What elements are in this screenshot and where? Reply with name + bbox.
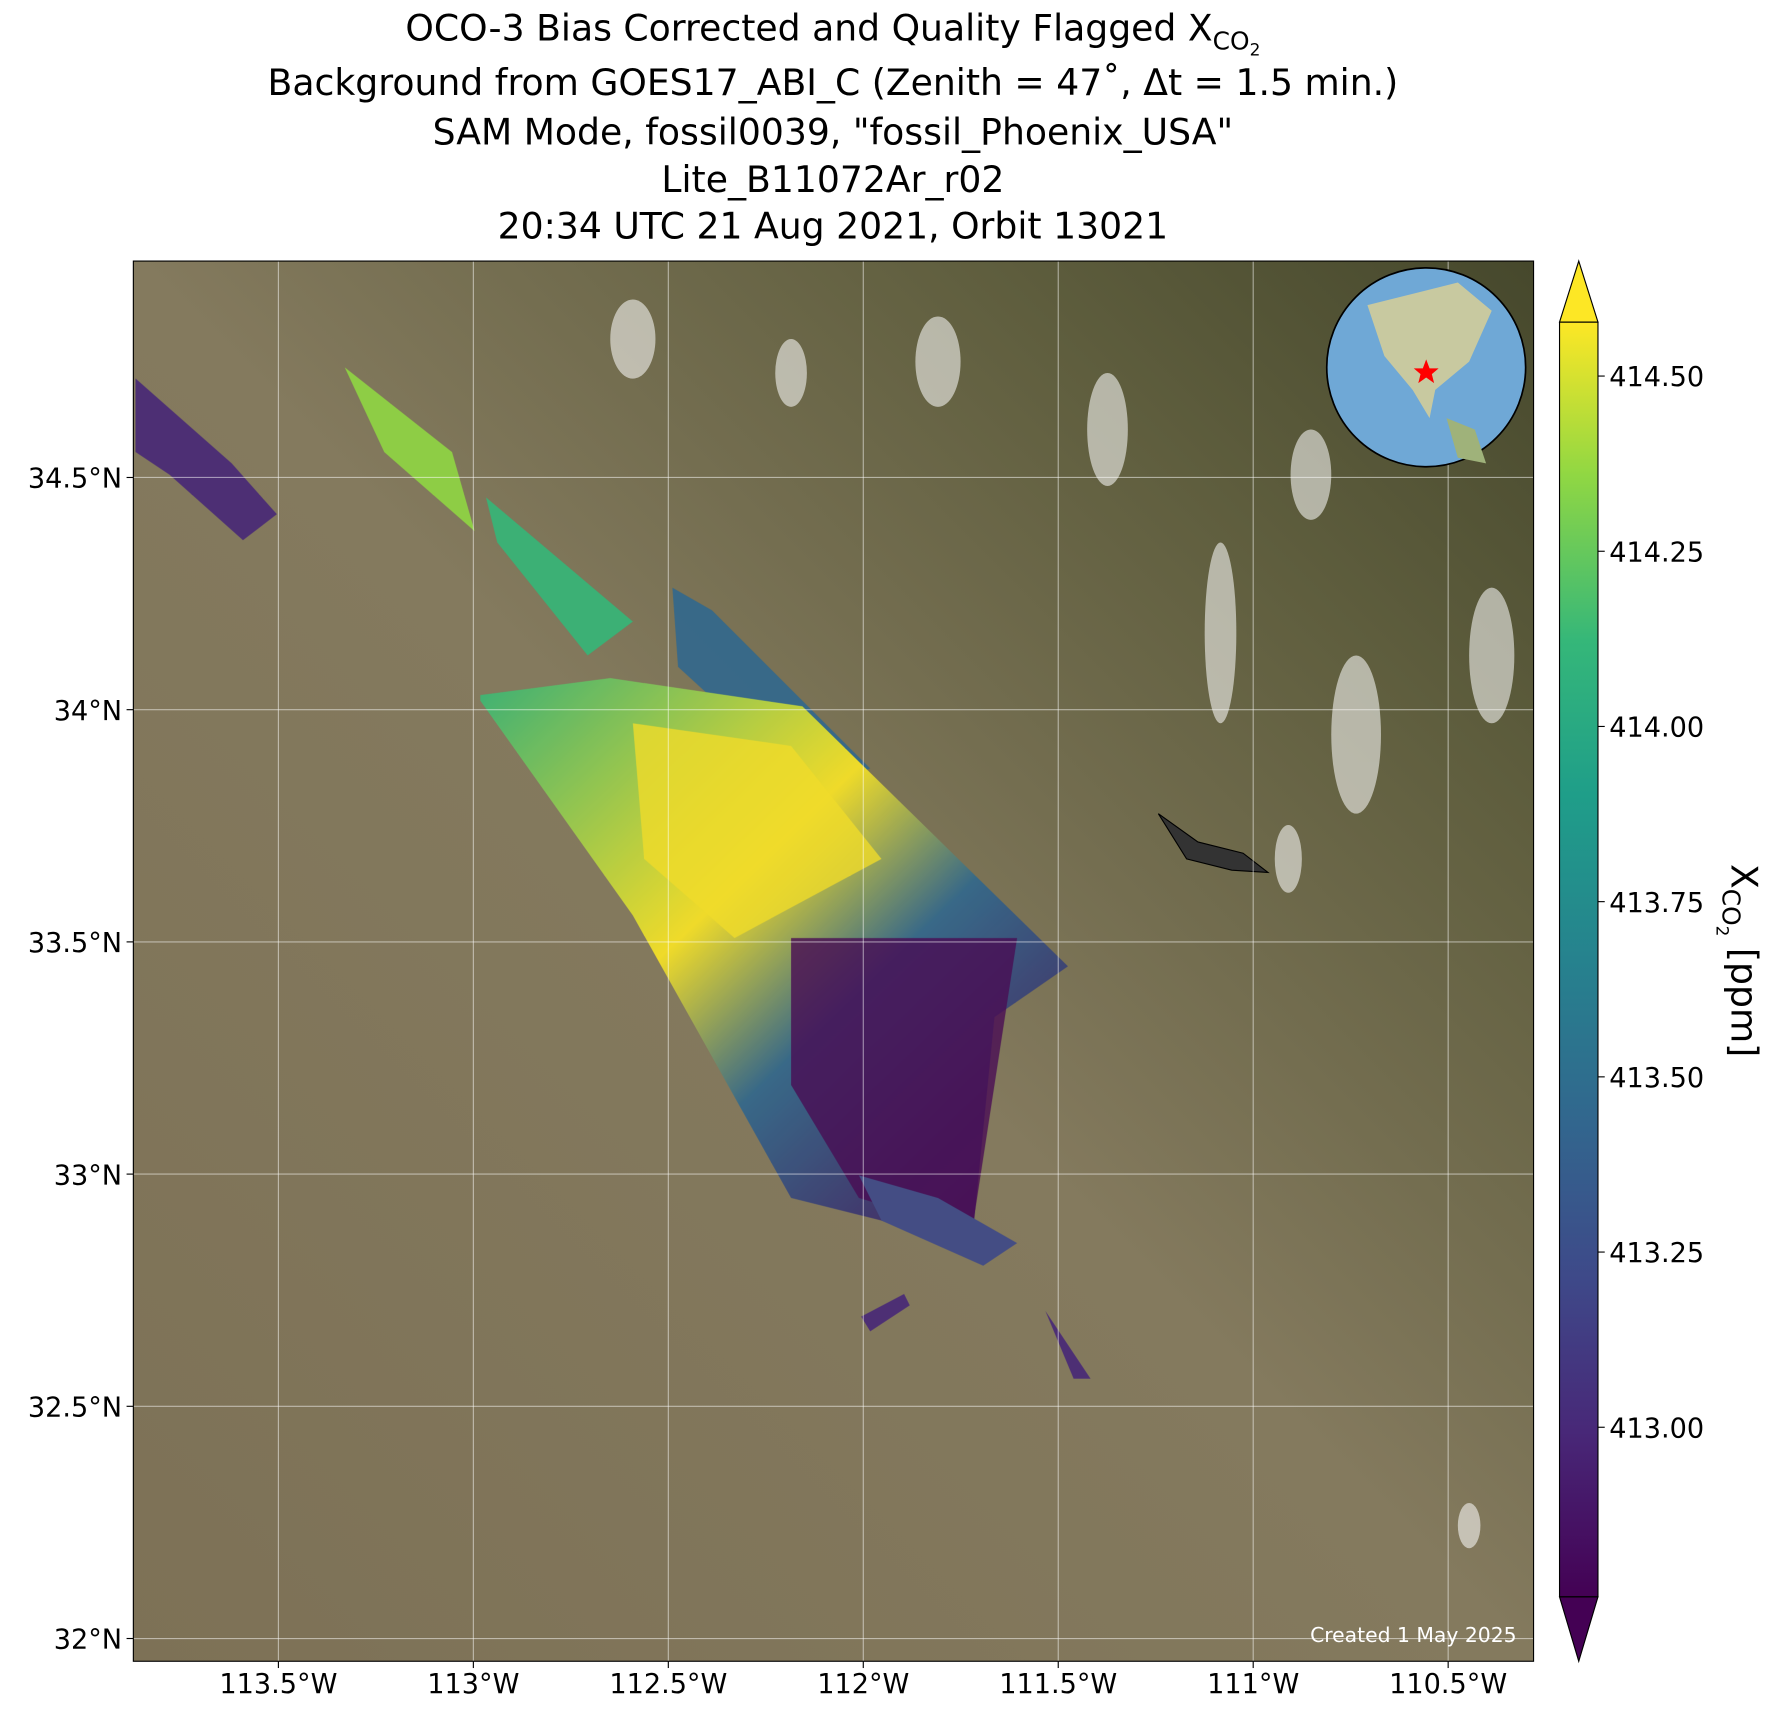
colorbar-tick-label: 414.50 [1609,362,1704,393]
colorbar-label: XCO2 [ppm] [1713,864,1766,1057]
credit: Created 1 May 2025 [1310,1623,1517,1647]
x-tick-label: 111°W [1207,1669,1299,1700]
title-line: SAM Mode, fossil0039, "fossil_Phoenix_US… [433,111,1233,154]
x-tick-label: 111.5°W [999,1669,1117,1700]
label-sub: CO [1716,889,1745,926]
title: OCO-3 Bias Corrected and Quality Flagged… [268,7,1399,248]
title-sub: CO [1213,27,1250,56]
label-subsub: 2 [1713,926,1733,937]
y-tick-label: 32.5°N [28,1392,122,1423]
colorbar-tick-label: 413.25 [1609,1238,1704,1269]
y-tick-label: 32°N [54,1625,122,1656]
label-unit: [ppm] [1722,936,1765,1057]
x-tick-label: 113.5°W [219,1669,337,1700]
x-tick-label: 110.5°W [1389,1669,1507,1700]
title-line: OCO-3 Bias Corrected and Quality Flagged… [405,7,1260,60]
colorbar-frame [1558,321,1599,1598]
y-tick-label: 34°N [54,696,122,727]
colorbar-tick-label: 413.75 [1609,888,1704,919]
colorbar-body [1559,322,1598,1597]
title-subsub: 2 [1250,39,1261,59]
colorbar-extend [1558,259,1599,323]
grid [133,261,1534,1662]
colorbar-tick-label: 413.00 [1609,1413,1704,1444]
x-tick-label: 113°W [427,1669,519,1700]
x-tick-label: 112°W [817,1669,909,1700]
colorbar-tick-label: 413.50 [1609,1063,1704,1094]
title-line: 20:34 UTC 21 Aug 2021, Orbit 13021 [498,204,1168,247]
sounding-swath [135,367,1091,1379]
map: Created 1 May 2025 [133,261,1534,1662]
lake-outline [1157,813,1270,874]
title-line: Background from GOES17_ABI_C (Zenith = 4… [268,61,1399,104]
y-tick-label: 33°N [54,1160,122,1191]
clouds [610,299,1515,1549]
colorbar: XCO2 [ppm] [1558,259,1766,1664]
y-tick-label: 34.5°N [28,464,122,495]
title-line: Lite_B11072Ar_r02 [661,158,1004,201]
label-text: X [1722,864,1765,889]
colorbar-tick-label: 414.25 [1609,537,1704,568]
colorbar-extend [1558,1596,1599,1664]
y-tick-label: 33.5°N [28,928,122,959]
x-tick-label: 112.5°W [609,1669,727,1700]
map-frame [132,260,1535,1662]
colorbar-tick-label: 414.00 [1609,713,1704,744]
inset-globe [1325,266,1527,468]
title-text: OCO-3 Bias Corrected and Quality Flagged… [405,7,1212,50]
